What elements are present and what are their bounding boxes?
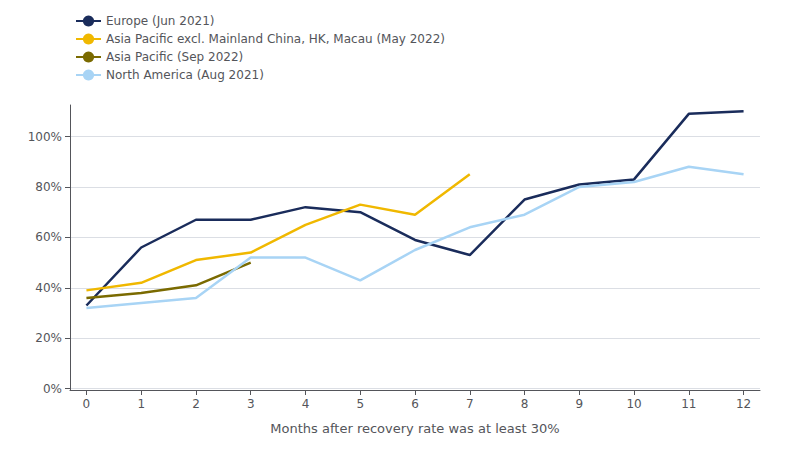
- svg-text:6: 6: [411, 397, 419, 411]
- svg-text:4: 4: [302, 397, 310, 411]
- svg-text:100%: 100%: [28, 130, 62, 144]
- svg-text:9: 9: [575, 397, 583, 411]
- svg-text:8: 8: [521, 397, 529, 411]
- svg-text:0: 0: [83, 397, 91, 411]
- svg-text:10: 10: [626, 397, 641, 411]
- svg-text:12: 12: [736, 397, 751, 411]
- svg-text:Asia Pacific excl. Mainland Ch: Asia Pacific excl. Mainland China, HK, M…: [106, 32, 445, 46]
- svg-text:3: 3: [247, 397, 255, 411]
- svg-text:Asia Pacific (Sep 2022): Asia Pacific (Sep 2022): [106, 50, 243, 64]
- svg-text:5: 5: [356, 397, 364, 411]
- svg-text:North America (Aug 2021): North America (Aug 2021): [106, 68, 264, 82]
- svg-text:Europe (Jun 2021): Europe (Jun 2021): [106, 14, 214, 28]
- svg-text:0%: 0%: [43, 382, 62, 396]
- svg-text:2: 2: [192, 397, 200, 411]
- svg-text:60%: 60%: [35, 230, 62, 244]
- svg-text:7: 7: [466, 397, 474, 411]
- svg-text:11: 11: [681, 397, 696, 411]
- svg-text:80%: 80%: [35, 180, 62, 194]
- svg-text:40%: 40%: [35, 281, 62, 295]
- svg-text:1: 1: [137, 397, 145, 411]
- svg-text:20%: 20%: [35, 331, 62, 345]
- svg-text:Months after recovery rate was: Months after recovery rate was at least …: [270, 421, 559, 436]
